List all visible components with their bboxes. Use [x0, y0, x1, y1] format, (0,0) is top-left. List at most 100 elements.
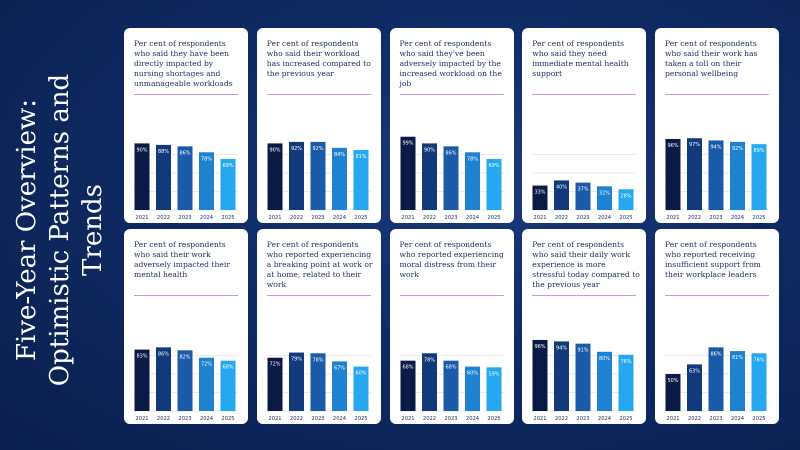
- chart-card: Per cent of respondents who said their d…: [522, 229, 647, 424]
- bar-chart: 96% 2021 94% 2022 91% 2023 80% 2024 76% 2025: [532, 339, 637, 422]
- x-tick-label: 2021: [268, 416, 281, 422]
- title-divider: [665, 295, 769, 296]
- bar: [177, 350, 193, 411]
- chart-title: Per cent of respondents who reported rec…: [665, 240, 761, 279]
- x-tick-label: 2023: [311, 215, 324, 221]
- bar-value-label: 68%: [445, 365, 456, 371]
- chart-title: Per cent of respondents who said their w…: [134, 240, 230, 279]
- page-title: Five-Year Overview: Optimistic Patterns …: [12, 30, 108, 430]
- chart-card: Per cent of respondents who said their w…: [655, 28, 779, 223]
- chart-title: Per cent of respondents who said their w…: [266, 39, 371, 78]
- bar-value-label: 96%: [535, 344, 546, 350]
- bar-value-label: 60%: [466, 371, 477, 377]
- bar: [687, 364, 702, 411]
- x-tick-label: 2024: [598, 215, 612, 221]
- bar-value-label: 32%: [599, 190, 610, 196]
- bar: [199, 357, 214, 411]
- x-tick-label: 2023: [709, 416, 722, 422]
- page-title-line-2: Optimistic Patterns and Trends: [44, 73, 108, 387]
- x-tick-label: 2021: [135, 416, 148, 422]
- x-tick-label: 2023: [311, 416, 324, 422]
- bar-chart: 83% 2021 86% 2022 82% 2023 72% 2024 68% 2025: [134, 347, 238, 422]
- chart-card: Per cent of respondents who reported exp…: [389, 229, 514, 424]
- bar-value-label: 99%: [402, 141, 413, 147]
- title-divider: [399, 94, 504, 95]
- bar: [331, 361, 347, 411]
- x-tick-label: 2023: [577, 215, 590, 221]
- bar: [310, 141, 326, 210]
- bar-value-label: 90%: [423, 147, 434, 153]
- bar: [554, 341, 570, 411]
- bar-value-label: 86%: [179, 150, 190, 156]
- bar: [464, 366, 480, 411]
- bar-value-label: 78%: [201, 156, 212, 162]
- x-tick-label: 2021: [401, 416, 414, 422]
- chart-grid: Per cent of respondents who said they ha…: [124, 28, 779, 424]
- bar: [708, 347, 724, 411]
- bar: [400, 136, 415, 210]
- bar-value-label: 89%: [753, 148, 764, 154]
- title-divider: [532, 94, 637, 95]
- bar-value-label: 82%: [179, 354, 190, 360]
- bar: [730, 141, 745, 210]
- bar: [267, 357, 283, 411]
- x-tick-label: 2022: [555, 416, 568, 422]
- x-tick-label: 2022: [555, 215, 568, 221]
- x-tick-label: 2022: [157, 215, 170, 221]
- x-tick-label: 2024: [465, 215, 479, 221]
- bar-value-label: 86%: [710, 351, 721, 357]
- bar: [156, 144, 171, 210]
- chart-title: Per cent of respondents who said they ha…: [134, 39, 233, 88]
- bar: [464, 152, 480, 210]
- bar-value-label: 90%: [269, 147, 280, 153]
- chart-card: Per cent of respondents who reported rec…: [655, 229, 779, 424]
- bar-value-label: 78%: [312, 357, 323, 363]
- title-divider: [134, 295, 238, 296]
- chart-title: Per cent of respondents who reported exp…: [266, 240, 373, 289]
- bar: [220, 360, 236, 411]
- bar: [156, 347, 171, 411]
- title-divider: [532, 295, 637, 296]
- title-divider: [134, 94, 238, 95]
- bar: [708, 140, 724, 210]
- bar-chart: 50% 2021 63% 2022 86% 2023 81% 2024 78% 2025: [665, 347, 769, 422]
- x-tick-label: 2021: [534, 416, 547, 422]
- chart-card: Per cent of respondents who said they ne…: [522, 28, 647, 223]
- chart-title: Per cent of respondents who said their d…: [532, 240, 640, 289]
- chart-title: Per cent of respondents who said they've…: [399, 39, 502, 88]
- chart-title: Per cent of respondents who reported exp…: [399, 240, 504, 279]
- bar-value-label: 92%: [312, 146, 323, 152]
- x-tick-label: 2022: [422, 416, 435, 422]
- x-tick-label: 2022: [157, 416, 170, 422]
- x-tick-label: 2025: [487, 416, 500, 422]
- x-tick-label: 2021: [534, 215, 547, 221]
- bar-value-label: 76%: [621, 359, 632, 365]
- x-tick-label: 2025: [221, 416, 234, 422]
- x-tick-label: 2021: [268, 215, 281, 221]
- x-tick-label: 2025: [620, 215, 633, 221]
- bar-value-label: 86%: [445, 150, 456, 156]
- bar: [532, 339, 548, 411]
- chart-card: Per cent of respondents who said their w…: [124, 229, 248, 424]
- x-tick-label: 2023: [709, 215, 722, 221]
- bar: [199, 152, 214, 210]
- page-title-line-1: Five-Year Overview:: [11, 98, 42, 362]
- bar: [331, 147, 347, 210]
- x-tick-label: 2024: [333, 215, 347, 221]
- bar: [665, 374, 681, 411]
- bar-chart: 90% 2021 92% 2022 92% 2023 84% 2024 81% 2025: [266, 141, 371, 221]
- bar-value-label: 69%: [222, 163, 233, 169]
- bar-value-label: 84%: [334, 152, 345, 158]
- bar-value-label: 91%: [578, 348, 589, 354]
- bar: [443, 146, 458, 210]
- bar-value-label: 81%: [732, 355, 743, 361]
- bar: [443, 360, 458, 411]
- bar: [177, 146, 193, 210]
- title-divider: [266, 295, 371, 296]
- bar: [618, 354, 634, 411]
- bar: [665, 138, 681, 210]
- x-tick-label: 2025: [752, 416, 765, 422]
- x-tick-label: 2025: [354, 215, 367, 221]
- x-tick-label: 2024: [598, 416, 612, 422]
- bar: [532, 185, 548, 210]
